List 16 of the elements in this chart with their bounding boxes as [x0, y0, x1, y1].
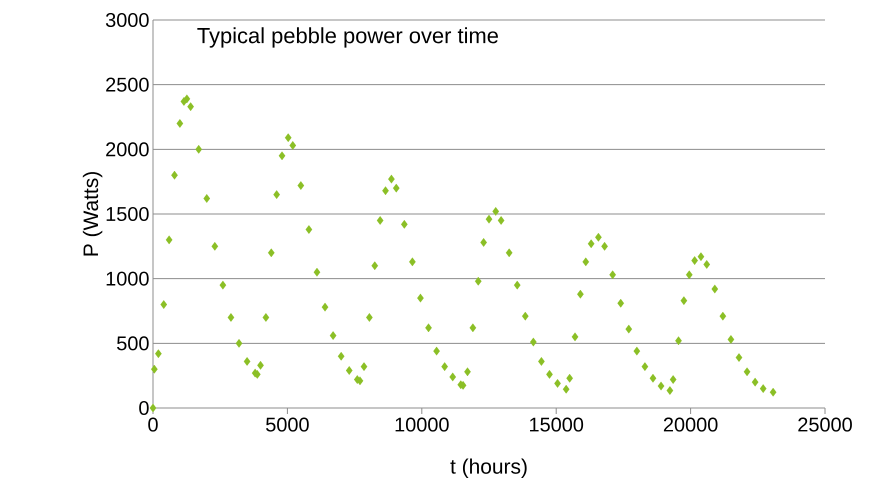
x-tick-label: 0 [148, 418, 158, 432]
y-tick-label: 500 [117, 336, 149, 350]
x-tick-label: 20000 [664, 418, 718, 432]
y-axis-title: P (Watts) [82, 172, 102, 256]
y-tick-label: 2000 [106, 142, 149, 156]
y-tick-label: 2500 [106, 78, 149, 92]
x-tick-label: 15000 [530, 418, 584, 432]
y-tick-label: 1500 [106, 206, 149, 222]
y-tick-label: 0 [139, 400, 149, 416]
y-tick-label: 1000 [106, 272, 149, 286]
chart-title: Typical pebble power over time [197, 27, 498, 48]
y-tick-label: 3000 [106, 12, 149, 28]
x-tick-label: 5000 [266, 418, 309, 432]
x-tick-label: 10000 [396, 418, 449, 432]
x-axis-title: t (hours) [450, 458, 527, 478]
x-tick-label: 25000 [798, 418, 852, 432]
